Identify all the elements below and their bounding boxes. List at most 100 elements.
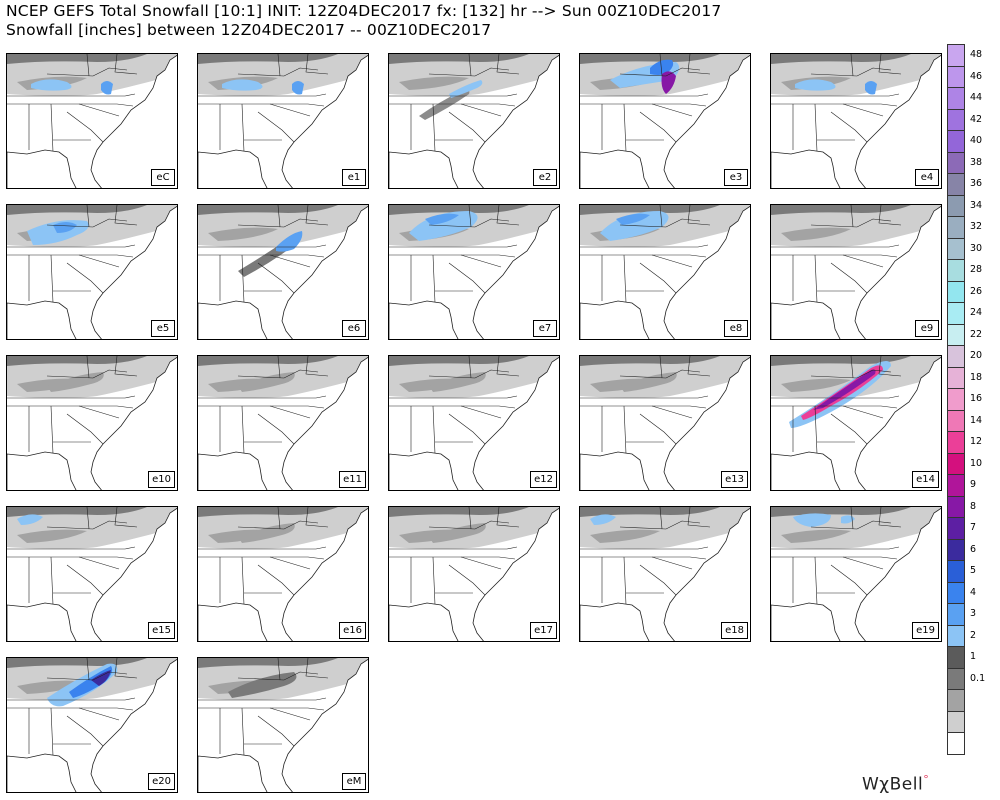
ensemble-panel-e10: e10	[6, 355, 178, 491]
colorbar-swatch	[947, 259, 965, 282]
ensemble-panel-e3: e3	[579, 53, 751, 189]
snow-contour	[429, 372, 486, 392]
colorbar-tick-label: 4	[970, 586, 977, 598]
snow-contour	[661, 71, 676, 94]
colorbar-swatch	[947, 495, 965, 518]
panel-label: e4	[915, 169, 939, 186]
colorbar-tick-label: 30	[970, 242, 983, 254]
map-subtitle: Snowfall [inches] between 12Z04DEC2017 -…	[6, 21, 492, 39]
panel-label: e14	[912, 471, 939, 488]
ensemble-panel-e17: e17	[388, 506, 560, 642]
colorbar-tick-label: 28	[970, 264, 983, 275]
colorbar-swatch	[947, 302, 965, 325]
colorbar-swatch	[947, 388, 965, 411]
colorbar-tick-label: 3	[970, 608, 977, 619]
panel-map-e14	[771, 356, 941, 490]
panel-label: e11	[339, 471, 366, 488]
panel-label: e13	[721, 471, 748, 488]
colorbar-swatch	[947, 474, 965, 497]
colorbar-tick-label: 26	[970, 285, 983, 297]
colorbar-swatch	[947, 560, 965, 583]
snow-contour	[425, 213, 459, 225]
panel-label: e1	[342, 169, 366, 186]
panel-map-e2	[389, 54, 559, 188]
panel-map-e13	[580, 356, 750, 490]
ensemble-panel-eM: eM	[197, 657, 369, 793]
colorbar-tick-label: 22	[970, 328, 983, 340]
colorbar-swatch	[947, 173, 965, 196]
panel-map-e1	[198, 54, 368, 188]
snow-contour	[616, 213, 650, 225]
colorbar-tick-label: 14	[970, 414, 983, 426]
panel-map-e19	[771, 507, 941, 641]
colorbar-swatch	[947, 581, 965, 604]
panel-label: e10	[148, 471, 175, 488]
ensemble-panel-e19: e19	[770, 506, 942, 642]
panel-map-e20	[7, 658, 177, 792]
ensemble-panel-eC: eC	[6, 53, 178, 189]
ensemble-map-grid: eC e1 e2 e3 e4 e5 e6 e7 e8 e9 e10 e11 e12 e13 e14 e15 e1…	[6, 53, 942, 793]
snow-contour	[238, 372, 295, 392]
colorbar-swatch	[947, 624, 965, 647]
ensemble-panel-e12: e12	[388, 355, 560, 491]
panel-label: e7	[533, 320, 557, 337]
colorbar-tick-label: 16	[970, 393, 983, 404]
panel-map-eC	[7, 54, 177, 188]
colorbar-swatch	[947, 366, 965, 389]
panel-label: e15	[148, 622, 175, 639]
colorbar-tick-label: 1	[970, 651, 977, 662]
colorbar-swatch	[947, 689, 965, 712]
ensemble-panel-e11: e11	[197, 355, 369, 491]
wxbell-logo: WχBell°	[862, 773, 930, 795]
colorbar-swatch	[947, 646, 965, 669]
colorbar-swatch	[947, 280, 965, 303]
colorbar-swatch	[947, 517, 965, 540]
colorbar-swatch	[947, 345, 965, 368]
panel-label: e16	[339, 622, 366, 639]
colorbar-swatch	[947, 667, 965, 690]
snow-contour	[419, 89, 470, 120]
snow-contour	[620, 372, 677, 392]
panel-label: e9	[915, 320, 939, 337]
colorbar-tick-label: 48	[970, 49, 983, 60]
colorbar-tick-label: 5	[970, 565, 977, 576]
colorbar-tick-label: 10	[970, 457, 983, 469]
ensemble-panel-e5: e5	[6, 204, 178, 340]
colorbar-tick-label: 2	[970, 629, 977, 641]
snow-contour	[590, 514, 616, 525]
snow-contour	[600, 211, 669, 241]
panel-map-e10	[7, 356, 177, 490]
ensemble-panel-e6: e6	[197, 204, 369, 340]
colorbar-swatch	[947, 130, 965, 153]
map-title: NCEP GEFS Total Snowfall [10:1] INIT: 12…	[6, 2, 722, 20]
snow-contour	[276, 231, 303, 252]
colorbar-tick-label: 8	[970, 500, 977, 512]
panel-map-e16	[198, 507, 368, 641]
colorbar-tick-label: 46	[970, 70, 983, 82]
colorbar-swatch	[947, 603, 965, 626]
panel-label: e6	[342, 320, 366, 337]
snow-contour	[793, 513, 831, 527]
colorbar-tick-label: 32	[970, 221, 983, 232]
panel-map-e6	[198, 205, 368, 339]
panel-map-e9	[771, 205, 941, 339]
ensemble-panel-e13: e13	[579, 355, 751, 491]
panel-map-e4	[771, 54, 941, 188]
snow-contour	[409, 211, 478, 241]
snow-contour	[238, 523, 295, 543]
snow-contour	[228, 672, 297, 698]
colorbar-tick-label: 18	[970, 371, 983, 383]
snow-contour	[449, 80, 483, 98]
panel-label: e3	[724, 169, 748, 186]
panel-label: e2	[533, 169, 557, 186]
panel-label: e18	[721, 622, 748, 639]
panel-label: e19	[912, 622, 939, 639]
panel-map-e11	[198, 356, 368, 490]
colorbar-swatch	[947, 452, 965, 475]
ensemble-panel-e14: e14	[770, 355, 942, 491]
ensemble-panel-e20: e20	[6, 657, 178, 793]
colorbar-swatch	[947, 431, 965, 454]
colorbar-swatch	[947, 44, 965, 67]
ensemble-panel-e8: e8	[579, 204, 751, 340]
snow-contour	[222, 79, 263, 91]
